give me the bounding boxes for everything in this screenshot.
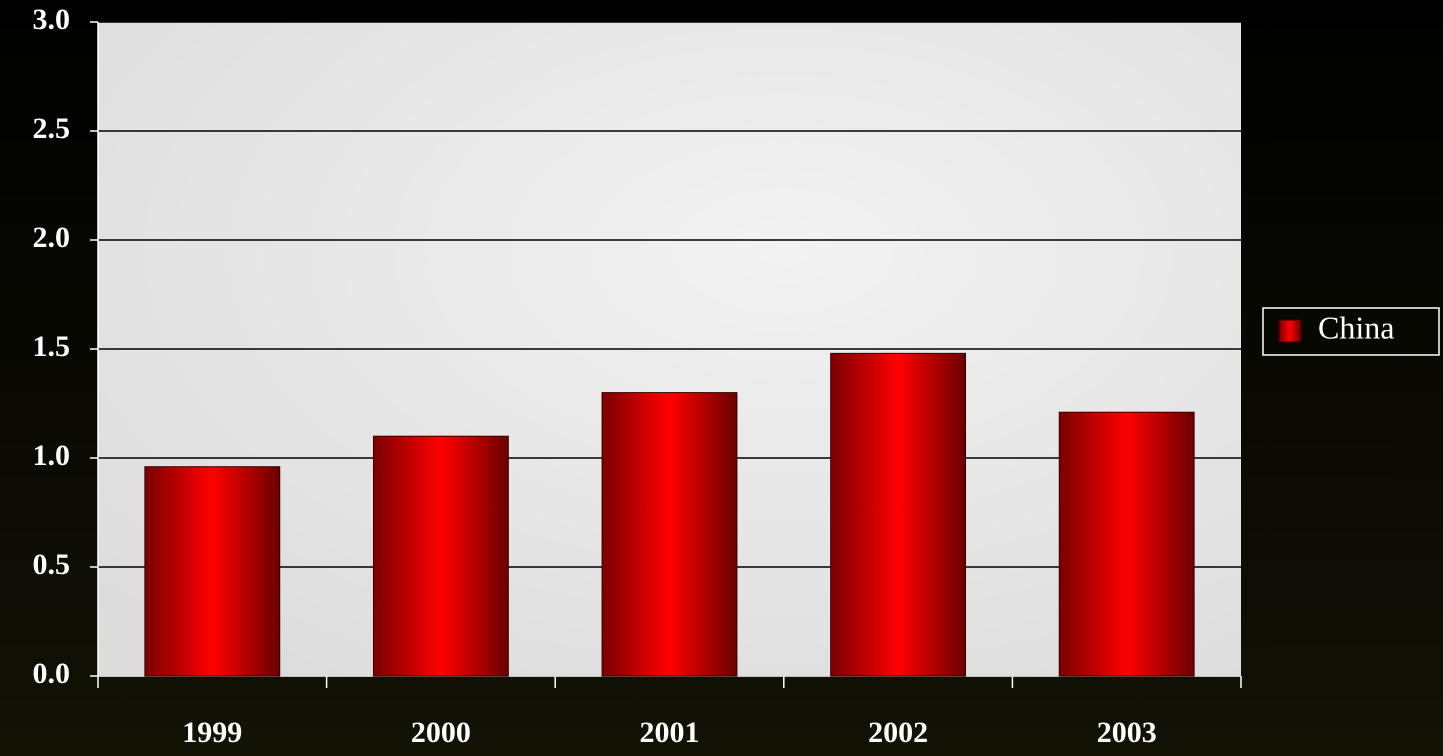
bar (144, 466, 281, 677)
x-tick-label: 2002 (868, 716, 928, 749)
bar (830, 352, 967, 677)
legend-label: China (1318, 309, 1394, 345)
y-tick-label: 0.5 (33, 548, 71, 581)
y-tick-label: 1.0 (33, 439, 71, 472)
x-tick-label: 1999 (182, 716, 242, 749)
legend-box (1262, 307, 1440, 356)
y-tick-label: 1.5 (33, 330, 71, 363)
y-tick-label: 2.5 (33, 112, 71, 145)
y-tick-label: 2.0 (33, 221, 71, 254)
bar (601, 392, 738, 677)
x-tick-label: 2001 (640, 716, 700, 749)
legend-swatch (1278, 319, 1302, 343)
y-tick-label: 0.0 (33, 657, 71, 690)
y-tick-label: 3.0 (33, 3, 71, 36)
bar (372, 435, 509, 677)
bar (1058, 411, 1195, 677)
x-tick-label: 2003 (1097, 716, 1157, 749)
x-tick-label: 2000 (411, 716, 471, 749)
